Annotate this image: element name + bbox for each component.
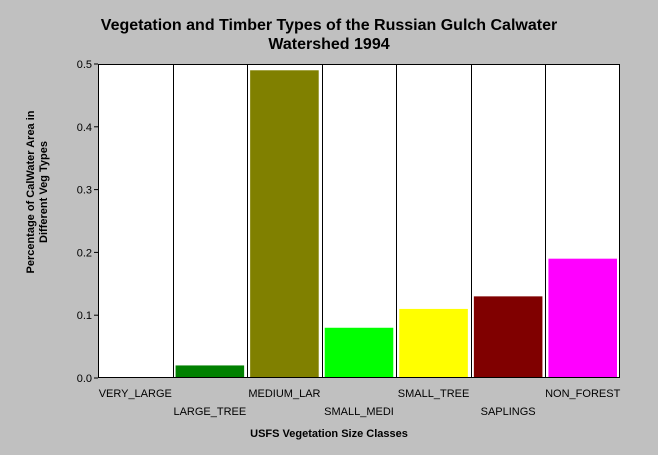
bar-small-tree (399, 308, 468, 378)
y-tick-label-3: 0.3 (77, 185, 92, 197)
chart-title-line-1: Vegetation and Timber Types of the Russi… (100, 17, 558, 34)
chart-title: Vegetation and Timber Types of the Russi… (0, 16, 658, 54)
x-tick-label-0: VERY_LARGE (99, 388, 172, 400)
x-tick-label-5: SAPLINGS (481, 406, 536, 418)
y-tick-label-0: 0.0 (77, 373, 92, 385)
bar-small-medi (324, 327, 394, 378)
x-tick-label-3: SMALL_MEDI (324, 406, 394, 418)
bar-saplings (473, 296, 543, 378)
x-axis-label: USFS Vegetation Size Classes (250, 428, 408, 440)
x-tick-label-4: SMALL_TREE (398, 388, 470, 400)
bar-large-tree (175, 365, 245, 378)
x-tick-label-6: NON_FOREST (545, 388, 620, 400)
bar-medium-lar (250, 70, 319, 378)
x-tick-label-1: LARGE_TREE (173, 406, 246, 418)
y-tick-label-2: 0.2 (77, 247, 92, 259)
y-tick-label-5: 0.5 (77, 59, 92, 71)
plot-frame (98, 64, 620, 378)
chart-title-line-2: Watershed 1994 (268, 36, 390, 53)
bar-non-forest (548, 258, 617, 378)
x-tick-label-2: MEDIUM_LAR (248, 388, 320, 400)
y-tick-label-1: 0.1 (77, 310, 92, 322)
y-tick-label-4: 0.4 (77, 122, 92, 134)
